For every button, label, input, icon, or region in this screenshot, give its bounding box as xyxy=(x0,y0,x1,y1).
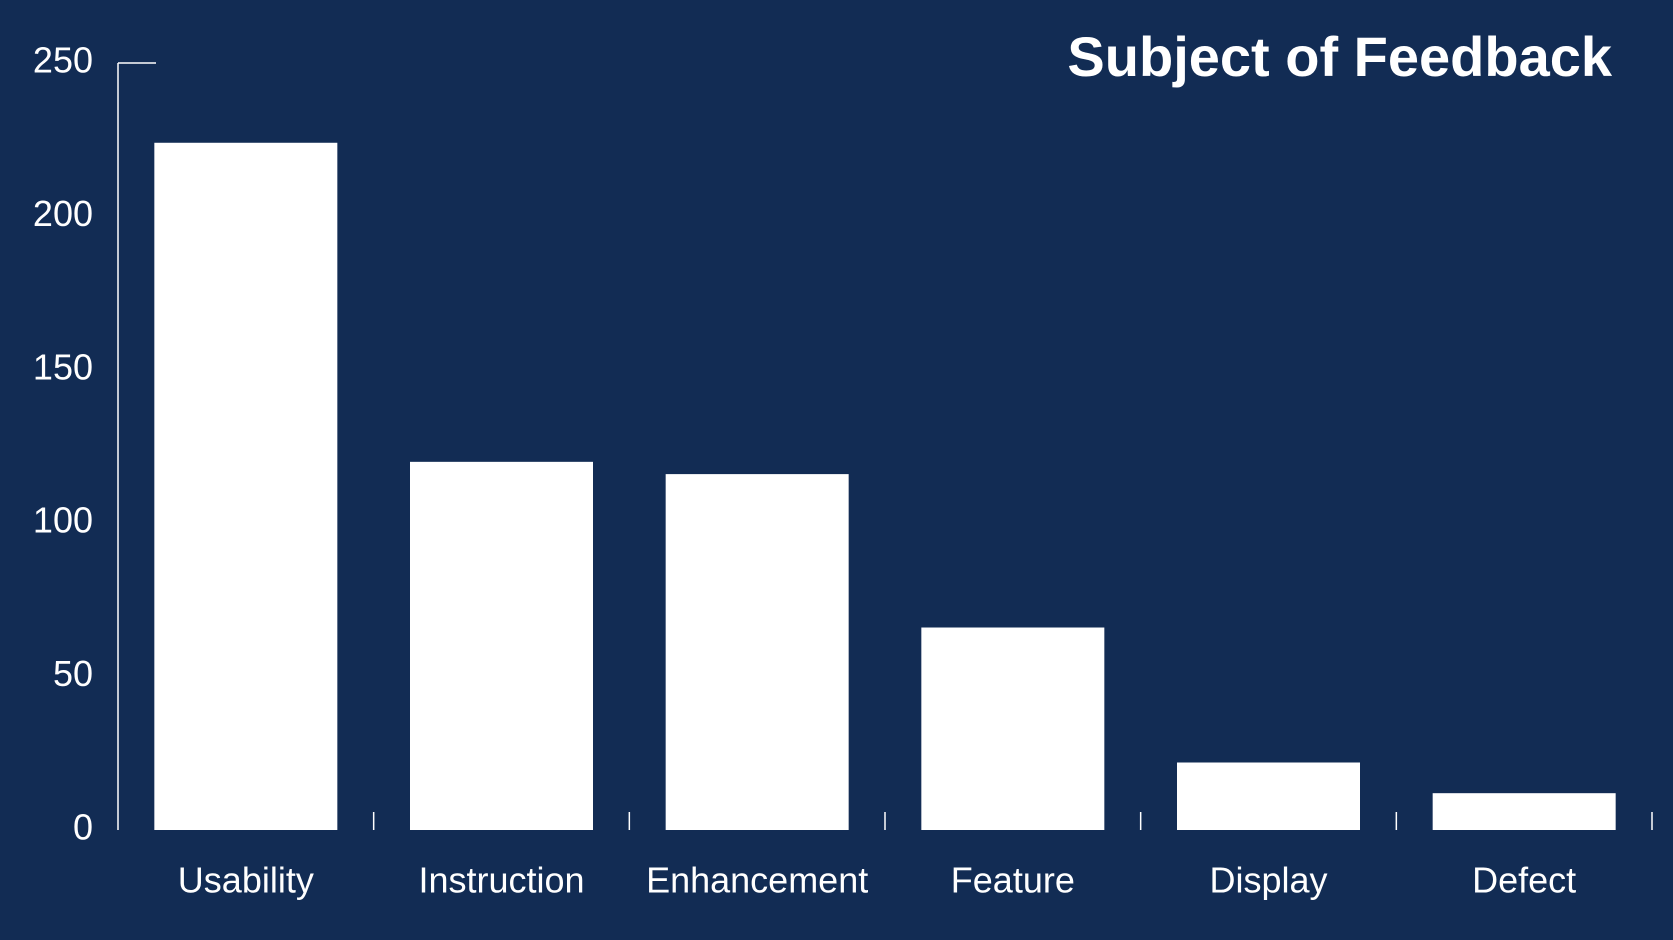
y-tick-label: 50 xyxy=(53,653,93,694)
bar-defect xyxy=(1432,793,1616,830)
y-tick-label: 250 xyxy=(33,40,93,81)
bars-layer xyxy=(154,142,1616,830)
y-tick-label: 100 xyxy=(33,500,93,541)
bar-usability xyxy=(154,142,338,830)
labels-layer: 0 50 100 150 200 250 Usability Instruction Enhan… xyxy=(33,40,1576,901)
x-category-label: Defect xyxy=(1472,860,1576,901)
y-tick-label: 150 xyxy=(33,346,93,387)
bar-enhancement xyxy=(665,474,849,830)
x-category-label: Usability xyxy=(178,860,314,901)
chart-title: Subject of Feedback xyxy=(1067,25,1612,88)
y-tick-label: 200 xyxy=(33,193,93,234)
axis-layer xyxy=(117,62,1653,830)
x-category-label: Feature xyxy=(951,860,1075,901)
x-category-label: Display xyxy=(1209,860,1327,901)
bar-feature xyxy=(921,627,1105,830)
x-category-label: Enhancement xyxy=(646,860,868,901)
x-category-label: Instruction xyxy=(418,860,584,901)
y-tick-label: 0 xyxy=(73,807,93,848)
bar-display xyxy=(1177,762,1360,830)
bar-instruction xyxy=(410,461,593,830)
